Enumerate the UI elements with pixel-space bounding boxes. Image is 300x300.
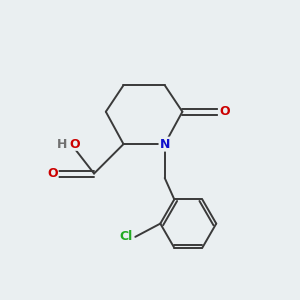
Text: N: N: [160, 138, 170, 151]
Text: O: O: [70, 138, 80, 151]
Text: H: H: [57, 138, 68, 151]
Text: Cl: Cl: [120, 230, 133, 243]
Text: O: O: [47, 167, 58, 180]
Text: O: O: [219, 105, 230, 118]
